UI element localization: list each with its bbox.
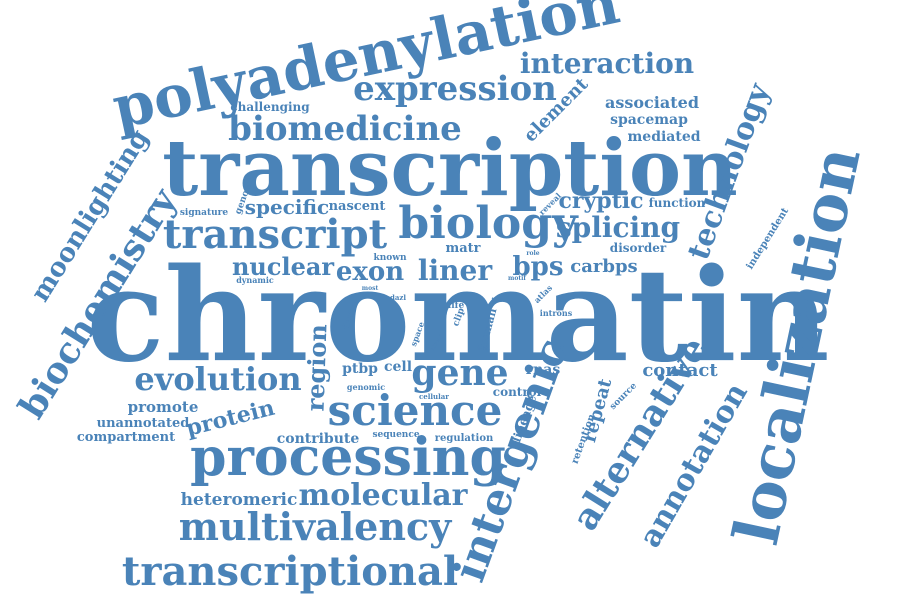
word-challenging: challenging bbox=[230, 100, 310, 114]
word-heteromeric: heteromeric bbox=[181, 490, 298, 510]
word-rnas: rnas bbox=[526, 362, 561, 378]
word-nascent: nascent bbox=[329, 199, 386, 214]
word-idea: idea bbox=[478, 346, 491, 352]
word-exon: exon bbox=[336, 257, 404, 287]
word-function: function bbox=[649, 196, 706, 210]
word-dynamic: dynamic bbox=[236, 275, 274, 285]
word-processing: processing bbox=[190, 427, 506, 488]
word-genomic: genomic bbox=[347, 382, 385, 392]
word-role: role bbox=[526, 250, 539, 257]
word-unannotated: unannotated bbox=[97, 416, 190, 431]
word-multivalency: multivalency bbox=[179, 504, 452, 549]
word-contact: contact bbox=[642, 360, 718, 381]
word-spacemap: spacemap bbox=[610, 112, 688, 128]
word-splicing: splicing bbox=[556, 211, 680, 244]
word-promote: promote bbox=[128, 398, 199, 416]
word-known: known bbox=[373, 253, 407, 263]
word-science: science bbox=[328, 386, 503, 435]
word-ptbp: ptbp bbox=[342, 361, 378, 377]
word-carbps: carbps bbox=[570, 256, 637, 277]
word-life: life bbox=[448, 301, 465, 311]
word-matr: matr bbox=[445, 241, 480, 256]
word-control: control bbox=[493, 385, 542, 399]
word-cryptic: cryptic bbox=[558, 188, 643, 214]
word-motif: motif bbox=[508, 275, 526, 282]
word-molecular: molecular bbox=[299, 478, 469, 513]
word-expression: expression bbox=[353, 69, 557, 109]
word-compartment: compartment bbox=[77, 430, 175, 445]
word-disorder: disorder bbox=[610, 241, 667, 255]
word-specific: specific bbox=[245, 195, 329, 219]
word-bps: bps bbox=[513, 252, 564, 282]
word-signature: signature bbox=[180, 208, 229, 218]
word-transcriptional: transcriptional bbox=[122, 548, 458, 595]
word-interaction: interaction bbox=[520, 47, 694, 80]
word-region: region bbox=[300, 324, 332, 412]
word-nuclear: nuclear bbox=[232, 252, 334, 281]
word-biomedicine: biomedicine bbox=[228, 109, 462, 149]
word-regulation: regulation bbox=[435, 433, 494, 444]
word-transcript: transcript bbox=[163, 211, 388, 258]
word-sequence: sequence bbox=[372, 430, 419, 440]
word-cell: cell bbox=[384, 359, 412, 375]
word-biology: biology bbox=[398, 198, 579, 249]
word-evolution: evolution bbox=[134, 360, 301, 398]
word-mediated: mediated bbox=[627, 129, 700, 145]
word-contribute: contribute bbox=[277, 431, 360, 447]
word-transcription: transcription bbox=[162, 123, 737, 214]
word-gene: gene bbox=[411, 352, 508, 394]
word-chromatin: chromatin bbox=[87, 241, 830, 391]
word-most: most bbox=[362, 285, 379, 292]
word-cellular: cellular bbox=[419, 392, 449, 401]
word-liner: liner bbox=[418, 254, 493, 287]
word-associated: associated bbox=[605, 93, 699, 112]
word-introns: introns bbox=[540, 308, 573, 318]
word-the: the bbox=[492, 297, 503, 304]
word-dazl: dazl bbox=[390, 293, 406, 302]
